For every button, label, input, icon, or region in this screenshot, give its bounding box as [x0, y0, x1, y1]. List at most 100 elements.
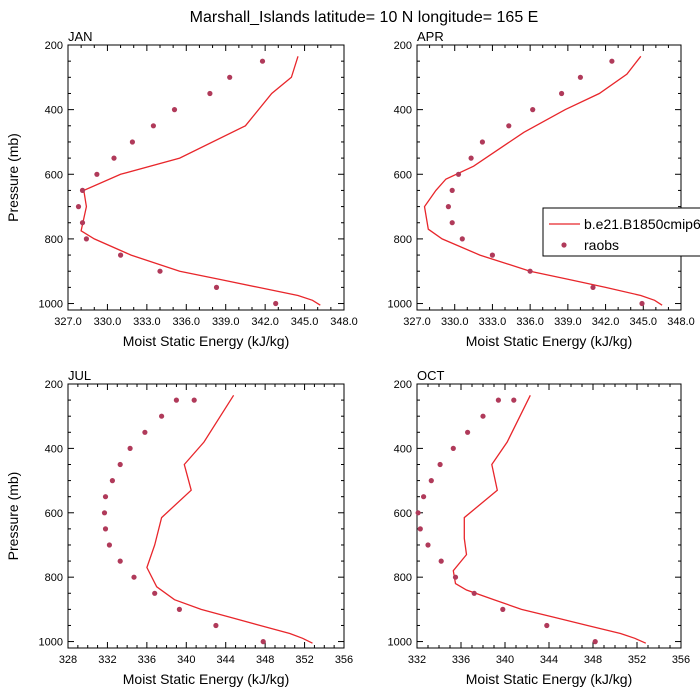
legend-box	[542, 207, 700, 257]
x-tick-label: 339.0	[554, 316, 582, 328]
raobs-point	[530, 107, 536, 113]
raobs-point	[191, 397, 197, 403]
raobs-point	[428, 478, 434, 484]
legend-raobs-marker	[561, 242, 567, 248]
raobs-point	[471, 590, 477, 596]
raobs-point	[176, 606, 182, 613]
raobs-point	[79, 187, 86, 193]
raobs-point	[109, 478, 115, 484]
x-tick-label: 333.0	[479, 316, 507, 328]
x-tick-label: 333.0	[133, 316, 161, 328]
raobs-point	[129, 139, 135, 145]
raobs-point	[79, 220, 86, 226]
raobs-point	[157, 268, 163, 274]
raobs-point	[495, 397, 501, 403]
raobs-point	[592, 639, 598, 645]
model-profile-line-jul	[146, 394, 313, 644]
raobs-point	[227, 74, 233, 80]
x-tick-label: 345.0	[630, 316, 658, 328]
legend-model-label: b.e21.B1850cmip6.f	[584, 216, 700, 232]
panels-group: JAN 327.0 330.0 333.0 336.0 339.0 342.0 345.0 34…	[5, 29, 695, 687]
x-tick-label: 352	[628, 654, 646, 666]
y-tick-label: 400	[45, 105, 63, 117]
x-tick-label: 348	[584, 654, 602, 666]
model-profile-line-oct	[452, 395, 647, 644]
y-axis-title: Pressure (mb)	[5, 133, 21, 222]
raobs-point	[207, 90, 213, 97]
x-tick-label: 348.0	[667, 316, 695, 328]
x-tick-label: 336	[452, 654, 470, 666]
x-tick-label: 327.0	[403, 316, 431, 328]
y-tick-label: 1000	[39, 299, 63, 311]
raobs-point	[489, 252, 495, 258]
panel-label-oct: OCT	[417, 368, 445, 383]
x-tick-label: 348.0	[330, 316, 358, 328]
raobs-point	[511, 397, 517, 403]
panel-apr: APR 327.0 330.0 333.0 336.0 339.0 342.0 345.0 34…	[388, 29, 695, 349]
x-axis-title: Moist Static Energy (kJ/kg)	[466, 671, 633, 687]
x-tick-label: 330.0	[94, 316, 122, 328]
x-tick-label: 344	[217, 654, 235, 666]
x-tick-label: 342.0	[592, 316, 620, 328]
x-tick-label: 332	[408, 654, 426, 666]
panel-label-apr: APR	[417, 29, 444, 44]
x-tick-label: 345.0	[291, 316, 319, 328]
raobs-point	[142, 429, 148, 435]
raobs-point	[479, 139, 485, 145]
y-tick-label: 800	[394, 234, 412, 246]
raobs-point	[117, 558, 123, 564]
raobs-point	[118, 252, 124, 258]
panel-frame-jul	[67, 383, 345, 649]
y-tick-label: 800	[45, 234, 63, 246]
raobs-point	[452, 574, 459, 580]
x-tick-label: 340	[177, 654, 195, 666]
raobs-point	[102, 526, 109, 532]
y-tick-label: 200	[45, 379, 63, 391]
x-tick-label: 327.0	[54, 316, 82, 328]
raobs-point	[260, 639, 266, 645]
raobs-point	[459, 236, 465, 242]
raobs-point	[639, 300, 645, 307]
raobs-point	[468, 155, 474, 161]
x-tick-label: 336.0	[516, 316, 544, 328]
raobs-point	[159, 413, 165, 419]
y-tick-label: 400	[45, 443, 63, 455]
raobs-point	[437, 461, 443, 468]
x-tick-label: 344	[540, 654, 558, 666]
y-tick-label: 800	[45, 572, 63, 584]
y-tick-label: 400	[394, 105, 412, 117]
raobs-point	[559, 90, 565, 97]
raobs-point	[127, 445, 133, 451]
raobs-point	[445, 204, 451, 210]
panel-jan: JAN 327.0 330.0 333.0 336.0 339.0 342.0 345.0 34…	[5, 29, 358, 349]
panel-frame-jan	[67, 44, 345, 311]
y-tick-label: 600	[45, 508, 63, 520]
raobs-point	[273, 300, 279, 307]
y-tick-label: 1000	[39, 637, 63, 649]
x-tick-label: 336	[138, 654, 156, 666]
figure-title: Marshall_Islands latitude= 10 N longitud…	[190, 9, 539, 26]
y-tick-label: 200	[45, 40, 63, 52]
raobs-point	[506, 123, 512, 129]
y-tick-label: 800	[394, 572, 412, 584]
raobs-point	[421, 494, 427, 500]
raobs-point	[480, 413, 486, 419]
raobs-point	[173, 397, 179, 403]
y-tick-label: 200	[394, 379, 412, 391]
panel-oct: OCT 332 336 340 344 348 352 356 200 400 600 800 1000…	[388, 368, 691, 687]
y-tick-label: 1000	[388, 299, 412, 311]
raobs-point	[455, 171, 462, 177]
raobs-point	[94, 171, 100, 177]
y-tick-label: 600	[394, 508, 412, 520]
raobs-point	[438, 558, 444, 564]
raobs-point	[527, 268, 533, 274]
raobs-point	[83, 236, 89, 242]
panel-label-jul: JUL	[68, 368, 91, 383]
raobs-point	[101, 510, 108, 516]
x-tick-label: 330.0	[441, 316, 469, 328]
raobs-point	[106, 542, 112, 548]
x-axis-title: Moist Static Energy (kJ/kg)	[466, 333, 633, 349]
raobs-point	[259, 58, 266, 64]
raobs-point	[75, 204, 82, 210]
